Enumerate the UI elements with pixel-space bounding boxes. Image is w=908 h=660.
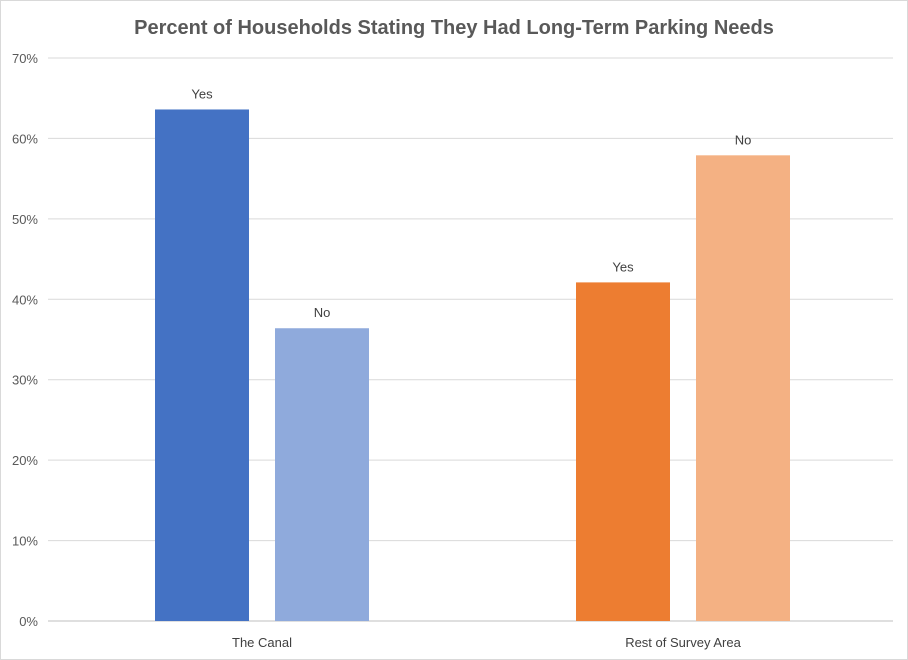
y-tick-label: 50%	[12, 212, 38, 227]
x-axis-categories: The Canal Rest of Survey Area	[232, 635, 742, 650]
bar-the-canal-no	[275, 328, 369, 621]
bar-the-canal-yes	[155, 109, 249, 621]
data-labels: Yes No Yes No	[191, 86, 751, 320]
y-tick-label: 0%	[19, 614, 38, 629]
chart-title: Percent of Households Stating They Had L…	[134, 17, 774, 39]
category-label: Rest of Survey Area	[625, 635, 741, 650]
data-label: No	[735, 132, 752, 147]
y-tick-label: 70%	[12, 51, 38, 66]
bar-rest-of-survey-area-yes	[576, 282, 670, 621]
y-tick-label: 40%	[12, 292, 38, 307]
data-label: Yes	[191, 86, 213, 101]
bar-rest-of-survey-area-no	[696, 155, 790, 621]
y-tick-label: 10%	[12, 534, 38, 549]
category-label: The Canal	[232, 635, 292, 650]
bars	[155, 109, 790, 621]
data-label: Yes	[612, 259, 634, 274]
data-label: No	[314, 305, 331, 320]
y-tick-label: 20%	[12, 453, 38, 468]
y-axis-ticks: 0% 10% 20% 30% 40% 50% 60% 70%	[12, 51, 38, 629]
y-tick-label: 60%	[12, 131, 38, 146]
y-tick-label: 30%	[12, 373, 38, 388]
